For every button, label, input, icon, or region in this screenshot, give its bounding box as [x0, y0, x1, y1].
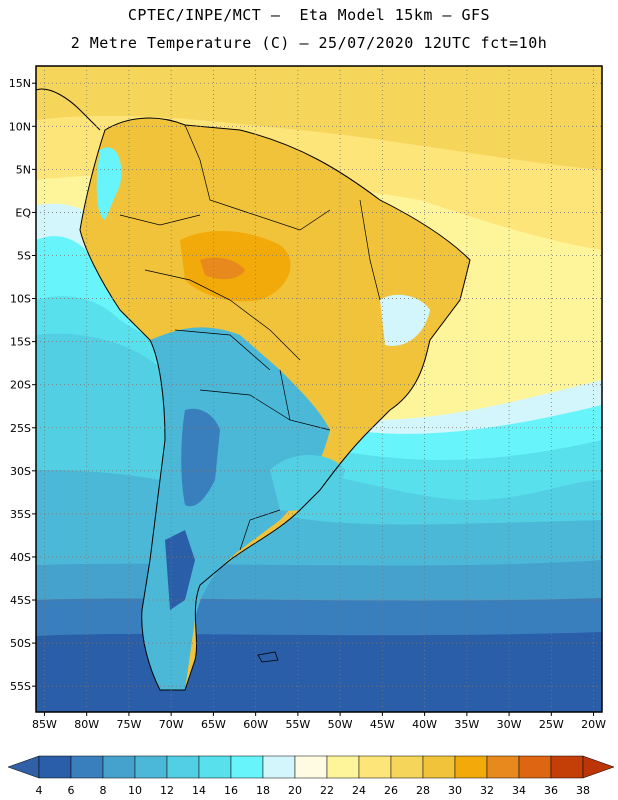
colorbar-level-label: 8: [100, 784, 107, 797]
colorbar-level-label: 32: [480, 784, 494, 797]
colorbar-high-arrow: [582, 755, 615, 779]
lon-label: 85W: [32, 718, 57, 731]
lon-label: 70W: [159, 718, 184, 731]
lon-label: 30W: [497, 718, 522, 731]
central-america-coast: [36, 88, 101, 131]
lat-label: 30S: [10, 465, 31, 478]
colorbar-box: [102, 755, 136, 779]
colorbar-level-label: 26: [384, 784, 398, 797]
lat-label: 25S: [10, 422, 31, 435]
lat-label: 10S: [10, 293, 31, 306]
lat-label: 15S: [10, 336, 31, 349]
lon-label: 75W: [116, 718, 141, 731]
colombia-andes-mild: [96, 147, 122, 220]
falkland-islands: [257, 651, 279, 663]
map-subtitle: 2 Metre Temperature (C) – 25/07/2020 12U…: [70, 34, 548, 52]
lat-label: 50S: [10, 637, 31, 650]
colorbar-box: [294, 755, 328, 779]
colorbar-level-label: 30: [448, 784, 462, 797]
colorbar-level-label: 12: [160, 784, 174, 797]
colorbar-level-label: 20: [288, 784, 302, 797]
colorbar-box: [518, 755, 552, 779]
colorbar-labels: 4 6 8 10 12 14 16 18 20 22 24 26 28 30 32 34 36 38: [36, 784, 591, 797]
lat-label: 20S: [10, 379, 31, 392]
colorbar-level-label: 38: [576, 784, 590, 797]
colorbar-level-label: 4: [36, 784, 43, 797]
map-frame: [35, 65, 603, 713]
colorbar-box: [166, 755, 200, 779]
colorbar-level-label: 34: [512, 784, 526, 797]
lon-label: 60W: [243, 718, 268, 731]
colorbar-box: [358, 755, 392, 779]
lon-label: 65W: [201, 718, 226, 731]
lat-label: EQ: [15, 206, 31, 219]
lat-label: 35S: [10, 508, 31, 521]
lat-label: 5N: [16, 163, 31, 176]
colorbar-box: [326, 755, 360, 779]
colorbar-box: [390, 755, 424, 779]
lat-label: 45S: [10, 594, 31, 607]
colorbar-level-label: 16: [224, 784, 238, 797]
country-borders: [119, 124, 381, 551]
ocean-band-28: [36, 66, 602, 170]
lon-label: 55W: [285, 718, 310, 731]
lon-label: 20W: [581, 718, 606, 731]
colorbar-low-arrow: [7, 755, 40, 779]
andes-cold-zone: [181, 408, 220, 507]
uruguay-cool-zone: [270, 455, 345, 511]
colorbar-level-label: 14: [192, 784, 206, 797]
colorbar-box: [454, 755, 488, 779]
amazon-peak-zone: [200, 257, 245, 280]
brazil-highland-mild: [380, 294, 430, 346]
colorbar-level-label: 28: [416, 784, 430, 797]
colorbar-box: [198, 755, 232, 779]
lat-label: 55S: [10, 680, 31, 693]
latitude-labels: 15N 10N 5N EQ 5S 10S 15S 20S 25S 30S 35S 40S 45S 50S 5…: [9, 77, 36, 693]
lon-label: 80W: [74, 718, 99, 731]
lon-label: 35W: [454, 718, 479, 731]
lat-label: 5S: [17, 249, 31, 262]
colorbar-box: [134, 755, 168, 779]
lon-label: 45W: [370, 718, 395, 731]
colorbar-level-label: 22: [320, 784, 334, 797]
longitude-labels: 85W 80W 75W 70W 65W 60W 55W 50W 45W 40W 35W 30W 25W 2…: [32, 712, 606, 731]
map-field: [36, 66, 602, 712]
colorbar-level-label: 10: [128, 784, 142, 797]
colorbar-box: [550, 755, 584, 779]
lat-label: 40S: [10, 551, 31, 564]
colorbar-level-label: 36: [544, 784, 558, 797]
colorbar-boxes: [7, 755, 615, 779]
colorbar-level-label: 6: [68, 784, 75, 797]
lon-label: 50W: [328, 718, 353, 731]
colorbar-box: [486, 755, 520, 779]
colorbar-box: [422, 755, 456, 779]
colorbar-level-label: 18: [256, 784, 270, 797]
lat-label: 10N: [9, 120, 31, 133]
colorbar-box: [70, 755, 104, 779]
coastline: [79, 117, 471, 691]
map-title: CPTEC/INPE/MCT – Eta Model 15km – GFS: [127, 6, 491, 24]
lat-label: 15N: [9, 77, 31, 90]
patagonia-cold-zone: [165, 530, 195, 610]
lon-label: 25W: [539, 718, 564, 731]
colorbar-box: [38, 755, 72, 779]
lon-label: 40W: [412, 718, 437, 731]
colorbar-level-label: 24: [352, 784, 366, 797]
colorbar-box: [262, 755, 296, 779]
colorbar-box: [230, 755, 264, 779]
